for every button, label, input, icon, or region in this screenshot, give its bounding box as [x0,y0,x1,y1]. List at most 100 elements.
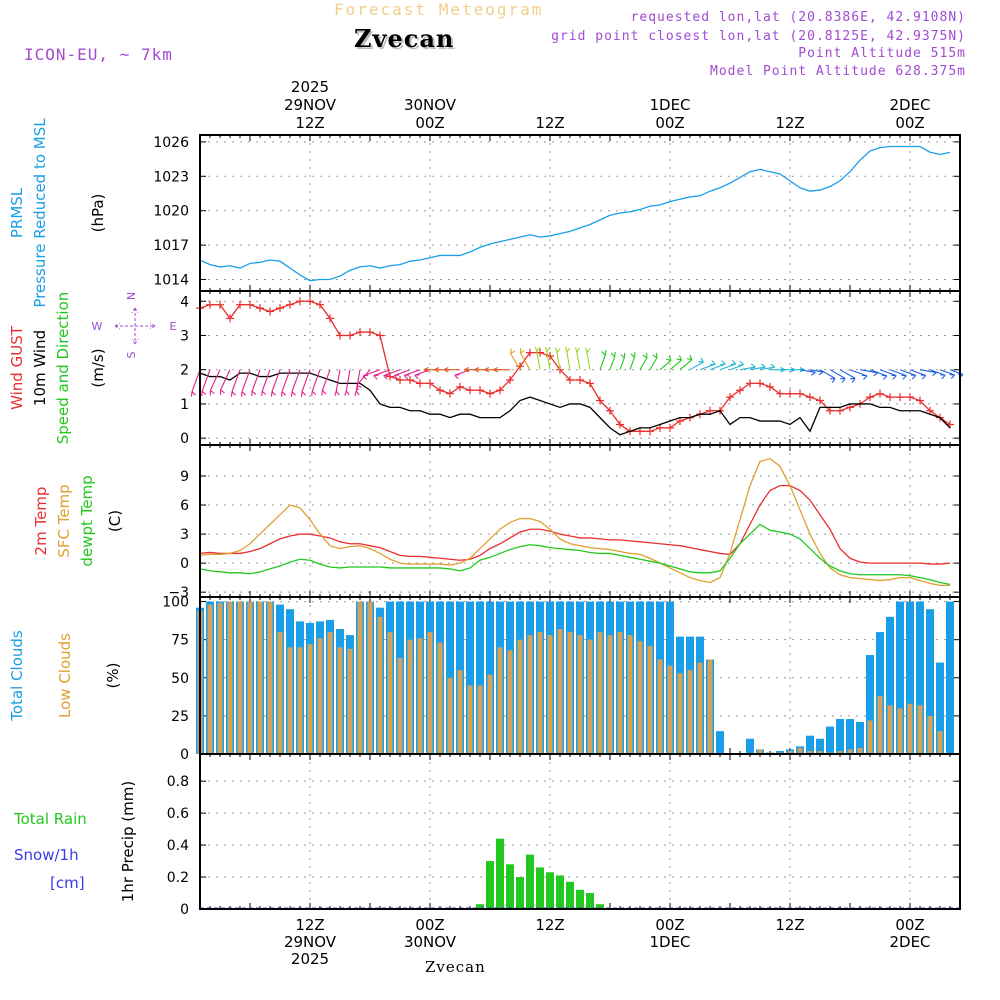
rain-bar [576,889,584,909]
wind-gust-point [396,375,404,384]
panel-left-label: dewpt Temp [78,475,96,566]
wind-dir-arrowhead [280,391,286,397]
wind-dir-arrowhead [321,390,327,396]
wind-dir-arrowhead [910,374,917,380]
wind-dir-arrow [639,357,648,370]
wind-dir-arrowhead [311,390,317,397]
panel-left-label: PRMSL [8,187,26,238]
wind-gust-point [456,382,464,391]
panel-left-label: Low Clouds [56,633,74,718]
low-cloud-bar [507,650,513,754]
bottom-time-label: 2DEC [889,933,930,951]
wind-dir-arrowhead [931,370,937,376]
low-cloud-bar [477,685,483,754]
wind-dir-arrowhead [810,370,816,376]
low-cloud-bar [377,616,383,754]
wind-gust-point [256,304,264,313]
y-tick-label: 3 [180,527,189,543]
wind-gust-point [216,300,224,309]
wind-dir-arrowhead [544,347,551,353]
wind-dir-arrowhead [585,347,591,353]
wind-dir-arrow [281,369,291,392]
low-cloud-bar [277,632,283,754]
panel-left-label: 10m Wind [31,330,49,406]
wind-dir-arrow [231,369,241,392]
wind-gust-point [286,300,294,309]
y-tick-label: 1026 [153,135,189,151]
y-tick-label: 75 [171,633,189,649]
wind-gust-point [566,375,574,384]
wind-dir-arrowhead [850,377,856,383]
y-tick-label: 1020 [153,204,189,220]
snow-unit-label: [cm] [50,874,85,892]
wind-dir-arrow [404,369,421,376]
dewpt-line [199,523,951,586]
wind-gust-point [486,389,494,398]
wind-dir-arrow [629,357,636,370]
wind-gust-point [746,379,754,388]
wind-dir-arrowhead [861,374,868,380]
wind-dir-arrowhead [630,352,636,358]
y-tick-label: 1017 [153,238,189,254]
wind-dir-arrowhead [492,367,498,373]
low-cloud-bar [807,750,813,754]
low-cloud-bar [607,635,613,754]
low-cloud-bar [367,601,373,754]
low-cloud-bar [667,665,673,754]
total-cloud-bar [876,632,884,754]
rain-bar [596,904,604,909]
compass-n: N [125,292,138,300]
top-time-label: 12Z [535,114,564,132]
wind-gust-point [766,382,774,391]
low-cloud-bar [247,601,253,754]
wind10m-line [199,372,951,436]
wind-dir-arrow [899,369,916,376]
wind-gust-point [506,375,514,384]
wind-dir-arrowhead [652,352,658,359]
rain-bar [486,861,494,909]
low-cloud-bar [487,674,493,754]
wind-dir-arrowhead [750,363,756,369]
y-tick-label: 4 [180,294,189,310]
wind-dir-arrowhead [484,367,490,373]
wind-dir-arrow [689,361,704,371]
total-cloud-bar [446,601,454,754]
wind-dir-arrowhead [209,389,215,396]
wind-dir-arrow [362,369,381,377]
low-cloud-bar [327,632,333,754]
y-tick-label: 2 [180,363,189,379]
y-tick-label: 9 [180,469,189,485]
wind-gust-point [206,300,214,309]
wind-gust-point [616,420,624,429]
wind-dir-arrowhead [251,390,257,397]
compass-rose: N S W E [92,292,177,359]
compass-w: W [92,320,103,333]
wind-dir-arrowhead [290,391,296,397]
wind-gust-point [466,386,474,395]
low-cloud-bar [877,696,883,754]
wind-gust-point [236,300,244,309]
wind-dir-arrow [909,369,926,376]
low-cloud-bar [497,647,503,754]
low-cloud-bar [817,750,823,754]
panel-bg [200,135,960,291]
low-cloud-bar [447,677,453,754]
wind-dir-arrow [929,369,946,376]
bottom-time-label: 1DEC [649,933,690,951]
wind-dir-arrowhead [300,391,306,397]
pressure-line [199,145,951,282]
panel-left-label: Wind GUST [8,325,26,410]
low-cloud-bar [427,632,433,754]
panel-3 [196,596,961,755]
panel-left-label: SFC Temp [55,484,73,557]
wind-gust-line [199,300,951,432]
panel-bg [200,754,960,909]
wind-gust-point [796,389,804,398]
wind-gust-point [736,386,744,395]
bottom-time-label: 12Z [535,916,564,934]
y-tick-label: 100 [162,595,189,611]
wind-dir-arrow [191,369,201,392]
wind-dir-arrowhead [676,355,682,361]
top-time-label: 2DEC [889,96,930,114]
bottom-time-label: 2025 [291,950,329,968]
